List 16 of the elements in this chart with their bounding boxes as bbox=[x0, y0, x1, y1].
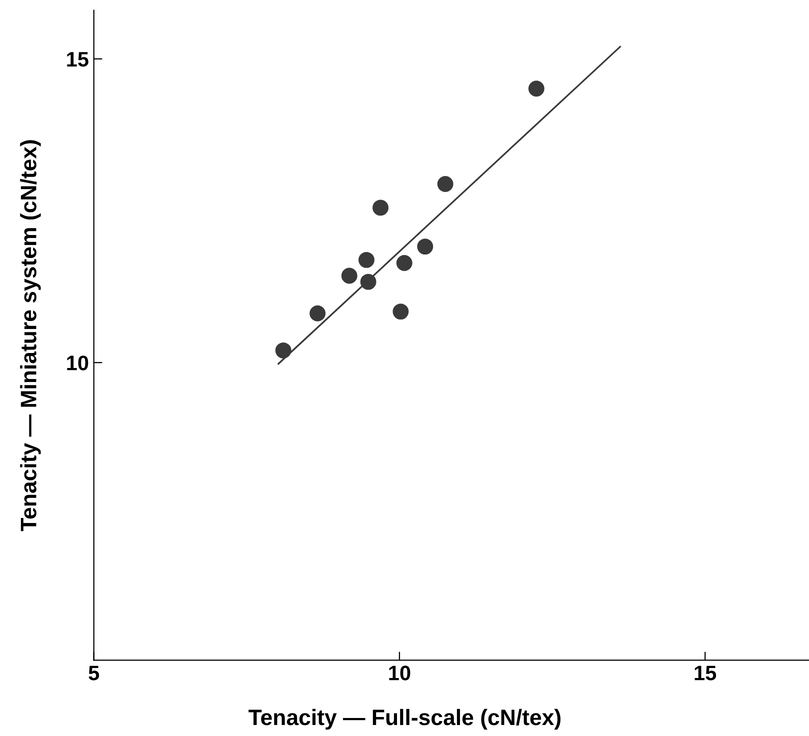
point bbox=[528, 80, 544, 97]
x-axis-title: Tenacity — Full-scale (cN/tex) bbox=[248, 708, 560, 730]
point bbox=[396, 254, 412, 271]
point bbox=[360, 274, 376, 290]
x-tick-label: 10 bbox=[389, 666, 410, 680]
point bbox=[372, 200, 388, 216]
point bbox=[392, 304, 409, 320]
point bbox=[310, 305, 326, 322]
point bbox=[417, 238, 434, 255]
y-axis-title: Tenacity — Miniature system (cN/tex) bbox=[20, 140, 41, 532]
point bbox=[358, 252, 374, 268]
x-tick-label: 5 bbox=[88, 666, 100, 680]
point bbox=[437, 176, 454, 192]
point bbox=[341, 268, 358, 284]
point bbox=[275, 342, 292, 358]
x-tick-label: 15 bbox=[694, 666, 716, 680]
